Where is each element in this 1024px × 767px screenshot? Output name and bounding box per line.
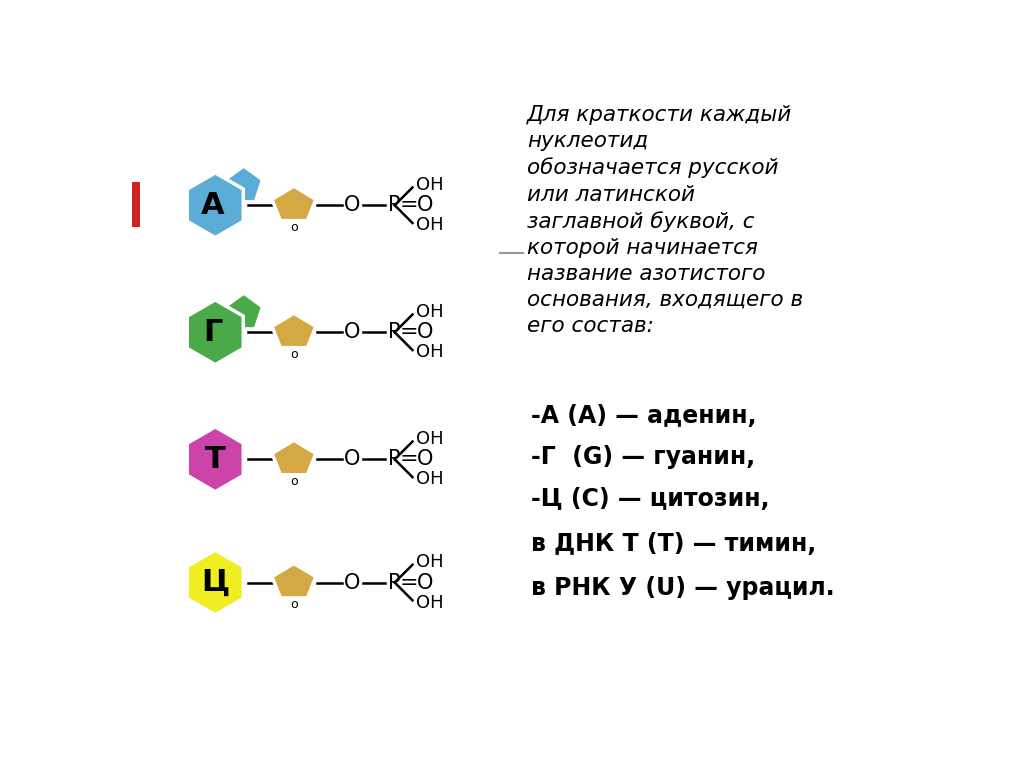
Polygon shape xyxy=(272,440,315,475)
Text: =: = xyxy=(399,572,418,593)
Text: O: O xyxy=(418,196,434,216)
Bar xyxy=(132,182,140,227)
Text: o: o xyxy=(290,221,298,234)
Polygon shape xyxy=(272,313,315,347)
Text: O: O xyxy=(344,572,360,593)
Text: OH: OH xyxy=(417,303,444,321)
Text: =: = xyxy=(399,196,418,216)
Text: OH: OH xyxy=(417,430,444,448)
Text: o: o xyxy=(290,475,298,488)
Text: Ц: Ц xyxy=(201,568,229,597)
Text: P: P xyxy=(388,196,401,216)
Polygon shape xyxy=(272,186,315,221)
Text: -Ц (C) — цитозин,: -Ц (C) — цитозин, xyxy=(531,487,769,511)
Text: OH: OH xyxy=(417,216,444,235)
Text: Г: Г xyxy=(203,318,222,347)
Text: А: А xyxy=(201,191,224,219)
Text: OH: OH xyxy=(417,344,444,361)
Text: P: P xyxy=(388,572,401,593)
Polygon shape xyxy=(225,166,262,202)
Text: O: O xyxy=(418,572,434,593)
Text: OH: OH xyxy=(417,594,444,611)
Text: O: O xyxy=(344,322,360,342)
Text: o: o xyxy=(290,598,298,611)
Text: P: P xyxy=(388,322,401,342)
Polygon shape xyxy=(225,294,262,328)
Text: в РНК У (U) — урацил.: в РНК У (U) — урацил. xyxy=(531,576,835,601)
Text: Т: Т xyxy=(205,445,225,474)
Text: Для краткости каждый
нуклеотид
обозначается русской
или латинской
заглавной букв: Для краткости каждый нуклеотид обозначае… xyxy=(527,105,803,336)
Text: O: O xyxy=(418,322,434,342)
Text: O: O xyxy=(344,449,360,469)
Text: O: O xyxy=(344,196,360,216)
Text: OH: OH xyxy=(417,554,444,571)
Text: P: P xyxy=(388,449,401,469)
Text: OH: OH xyxy=(417,176,444,194)
Polygon shape xyxy=(187,427,244,492)
Text: =: = xyxy=(399,322,418,342)
Text: O: O xyxy=(418,449,434,469)
Polygon shape xyxy=(187,550,244,615)
Polygon shape xyxy=(187,173,244,238)
Text: -Г  (G) — гуанин,: -Г (G) — гуанин, xyxy=(531,446,755,469)
Text: в ДНК Т (Т) — тимин,: в ДНК Т (Т) — тимин, xyxy=(531,532,816,557)
Text: =: = xyxy=(399,449,418,469)
Polygon shape xyxy=(187,300,244,364)
Text: o: o xyxy=(290,347,298,360)
Text: -А (A) — аденин,: -А (A) — аденин, xyxy=(531,404,757,428)
Text: OH: OH xyxy=(417,470,444,489)
Polygon shape xyxy=(272,564,315,598)
